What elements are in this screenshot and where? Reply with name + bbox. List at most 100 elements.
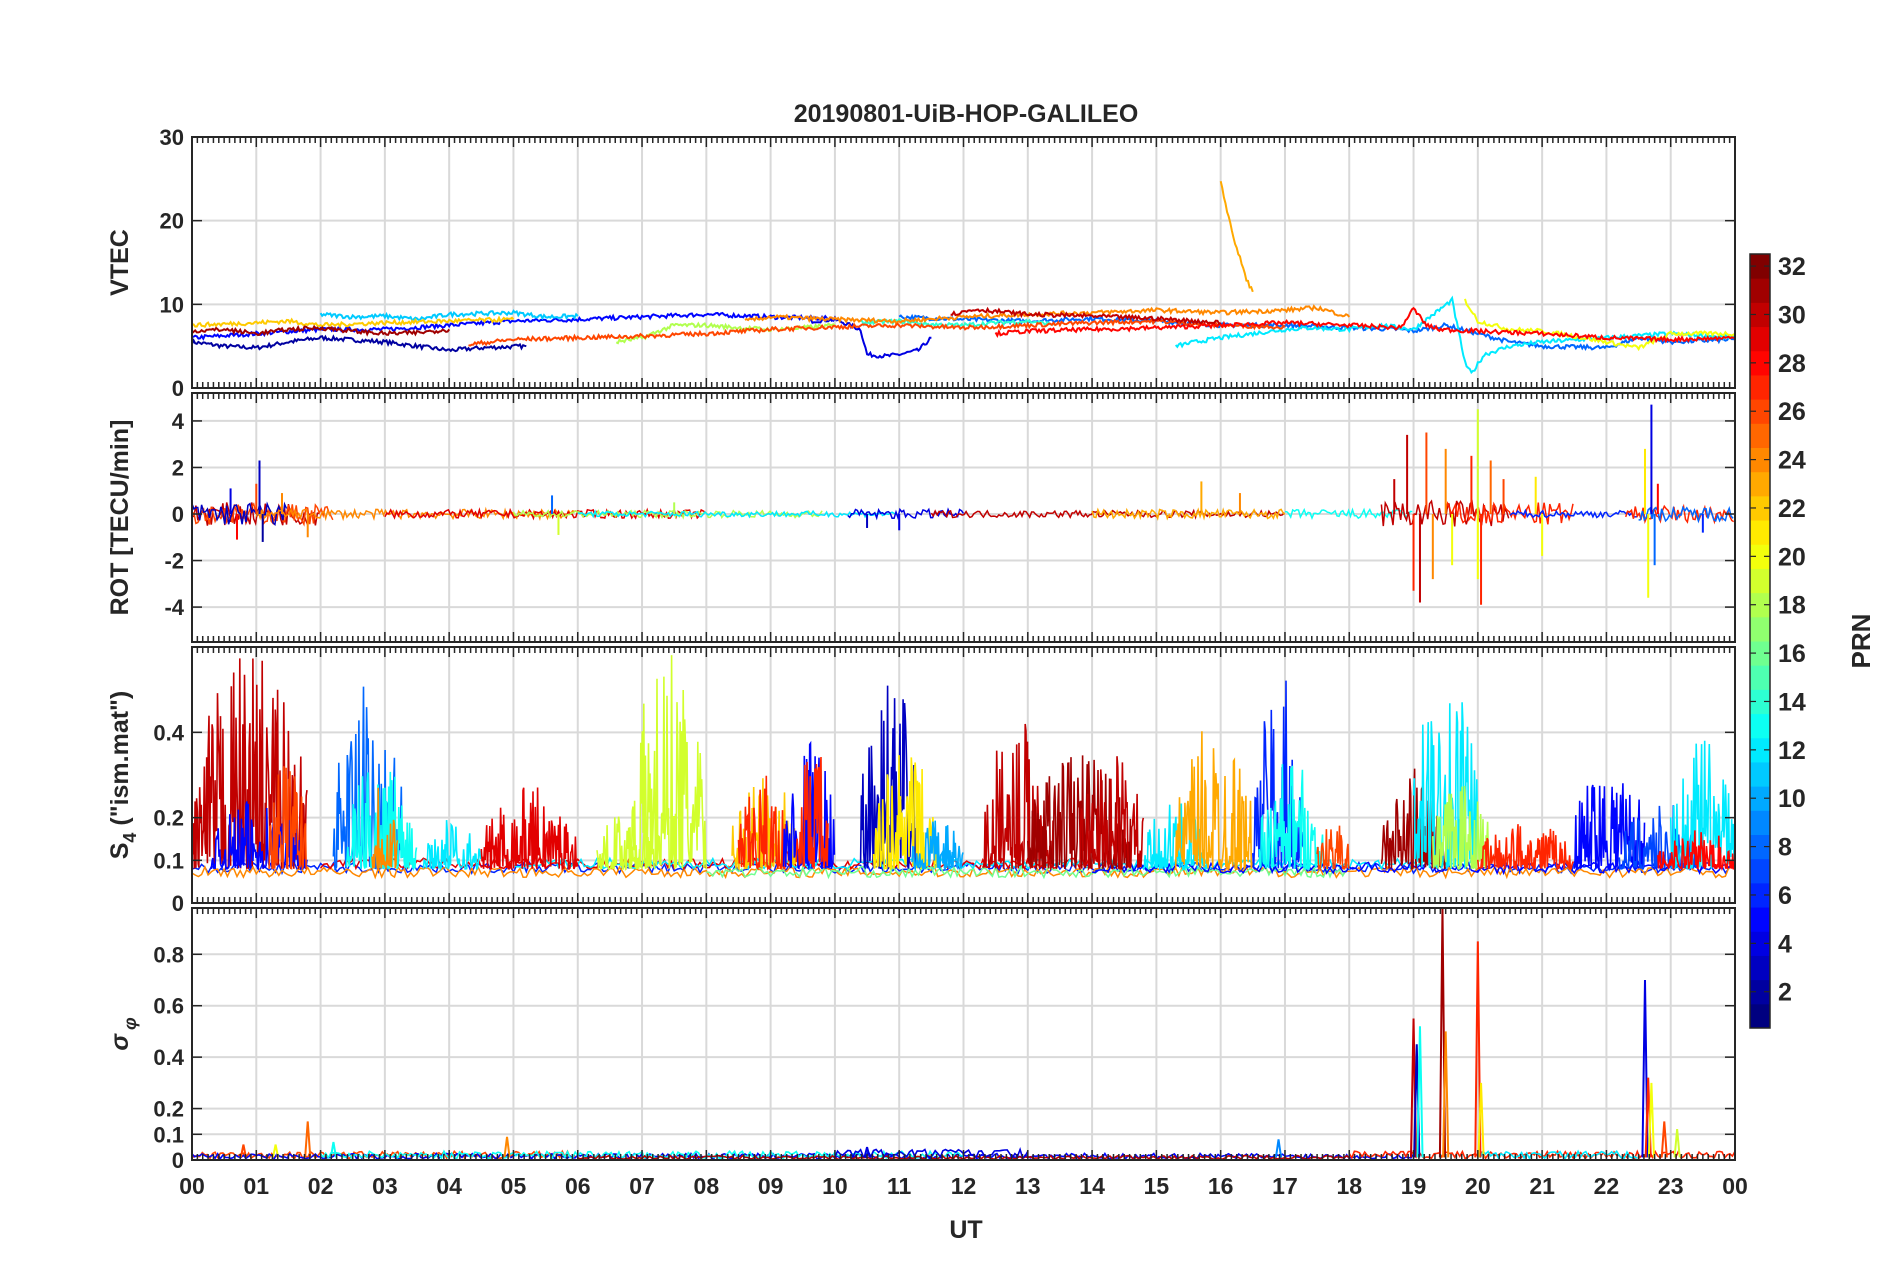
rot-y-tick-label: 0 bbox=[172, 502, 184, 527]
colorbar-band bbox=[1750, 858, 1770, 884]
vtec-ylabel: VTEC bbox=[106, 229, 134, 296]
colorbar-tick-label: 20 bbox=[1778, 543, 1806, 571]
rot-series-line bbox=[847, 507, 965, 521]
colorbar-tick-label: 2 bbox=[1778, 979, 1792, 1007]
sigma-phi-spike bbox=[1647, 1082, 1655, 1158]
colorbar-tick-label: 10 bbox=[1778, 785, 1806, 813]
colorbar-tick-label: 32 bbox=[1778, 253, 1806, 281]
sigma-phi-axes-box bbox=[191, 907, 1736, 1161]
sigma-phi-panel: 00.10.2 0.4 0.6 0.8 σφ bbox=[106, 907, 1736, 1173]
colorbar-bands bbox=[1750, 254, 1770, 1029]
x-tick-label: 04 bbox=[436, 1173, 462, 1199]
s4-series-line bbox=[1573, 783, 1646, 872]
colorbar-tick-label: 24 bbox=[1778, 447, 1806, 475]
sigma-y-tick-label: 0.8 bbox=[153, 942, 184, 967]
rot-series-line bbox=[1638, 505, 1734, 524]
x-tick-label: 21 bbox=[1529, 1173, 1555, 1199]
x-tick-label: 13 bbox=[1015, 1173, 1041, 1199]
sigma-phi-grid bbox=[192, 908, 1735, 1160]
colorbar-band bbox=[1750, 834, 1770, 860]
colorbar-band bbox=[1750, 882, 1770, 908]
colorbar-tick-label: 18 bbox=[1778, 592, 1806, 620]
vtec-series-group bbox=[191, 180, 1736, 375]
x-axis-label: UT bbox=[949, 1216, 982, 1244]
rot-series-line bbox=[1509, 508, 1638, 519]
x-tick-label: 09 bbox=[758, 1173, 784, 1199]
colorbar-band bbox=[1750, 544, 1770, 569]
sigma-phi-spike bbox=[1673, 1129, 1681, 1158]
colorbar-band bbox=[1750, 592, 1770, 618]
s4-series-line bbox=[1174, 731, 1253, 872]
x-tick-label: 10 bbox=[822, 1173, 848, 1199]
s4-y-tick-label: 0 bbox=[172, 891, 184, 916]
s4-series-line bbox=[1252, 680, 1305, 869]
x-tick-label: 12 bbox=[951, 1173, 977, 1199]
x-tick-label: 19 bbox=[1401, 1173, 1427, 1199]
chart-title: 20190801-UiB-HOP-GALILEO bbox=[794, 100, 1139, 128]
sigma-phi-ylabel-main: σ bbox=[106, 1033, 134, 1051]
vtec-series-line bbox=[191, 315, 515, 329]
colorbar-tick-label: 30 bbox=[1778, 301, 1806, 329]
x-tick-label: 03 bbox=[372, 1173, 398, 1199]
x-tick-label: 17 bbox=[1272, 1173, 1298, 1199]
s4-series-line bbox=[1477, 824, 1575, 872]
colorbar-band bbox=[1750, 471, 1770, 497]
s4-series-line bbox=[1078, 756, 1145, 872]
sigma-y-tick-label: 0.4 bbox=[153, 1045, 184, 1070]
colorbar-tick-label: 28 bbox=[1778, 350, 1806, 378]
s4-ylabel-sub: 4 bbox=[120, 833, 140, 843]
colorbar-band bbox=[1750, 907, 1770, 932]
colorbar-band bbox=[1750, 641, 1770, 666]
sigma-phi-spike bbox=[503, 1136, 511, 1158]
x-tick-label: 20 bbox=[1465, 1173, 1491, 1199]
vtec-series-line bbox=[994, 306, 1735, 344]
vtec-series-line bbox=[468, 317, 1286, 347]
sigma-phi-spike bbox=[1660, 1121, 1668, 1158]
colorbar-band bbox=[1750, 495, 1770, 521]
sigma-phi-spike bbox=[272, 1144, 280, 1158]
colorbar-band bbox=[1750, 568, 1770, 594]
colorbar-band bbox=[1750, 399, 1770, 424]
rot-y-tick-label: 4 bbox=[172, 409, 185, 434]
colorbar-tick-label: 4 bbox=[1778, 930, 1792, 958]
colorbar-band bbox=[1750, 302, 1770, 328]
vtec-y-axis: 0 10 20 30 bbox=[160, 125, 1736, 401]
colorbar-band bbox=[1750, 254, 1770, 279]
s4-series-line bbox=[1027, 755, 1132, 871]
rot-series-line bbox=[1091, 507, 1286, 521]
vtec-grid bbox=[192, 137, 1735, 388]
colorbar-band bbox=[1750, 447, 1770, 473]
s4-series-line bbox=[1316, 825, 1350, 872]
sigma-phi-spike bbox=[304, 1121, 312, 1158]
colorbar-band bbox=[1750, 737, 1770, 763]
sigma-phi-spike bbox=[1274, 1139, 1283, 1158]
x-tick-label: 11 bbox=[887, 1173, 912, 1199]
s4-series-line bbox=[911, 820, 964, 872]
rot-series-line bbox=[1624, 503, 1735, 525]
x-tick-label: 00 bbox=[179, 1173, 205, 1199]
colorbar-band bbox=[1750, 520, 1770, 545]
rot-y-tick-label: -2 bbox=[164, 549, 184, 574]
s4-axes-box bbox=[191, 646, 1736, 904]
sigma-phi-ylabel: σφ bbox=[106, 1017, 140, 1051]
colorbar-tick-label: 8 bbox=[1778, 834, 1792, 862]
rot-series-group bbox=[191, 404, 1735, 605]
rot-series-line bbox=[191, 501, 288, 526]
vtec-y-tick-label: 10 bbox=[160, 292, 184, 317]
sigma-y-tick-label: 0.1 bbox=[153, 1122, 184, 1147]
s4-series-line bbox=[1432, 785, 1491, 870]
s4-series-line bbox=[422, 820, 482, 872]
vtec-y-tick-label: 20 bbox=[160, 209, 184, 234]
s4-ylabel: S4 ("ism.mat") bbox=[106, 691, 140, 860]
sigma-phi-spike bbox=[1477, 1082, 1485, 1158]
colorbar-band bbox=[1750, 423, 1770, 448]
rot-y-tick-label: 2 bbox=[172, 455, 184, 480]
vtec-series-line bbox=[191, 334, 527, 353]
s4-series-group bbox=[191, 655, 1736, 880]
colorbar-band bbox=[1750, 761, 1770, 787]
rot-series-line bbox=[512, 509, 823, 520]
colorbar-tick-label: 22 bbox=[1778, 495, 1806, 523]
